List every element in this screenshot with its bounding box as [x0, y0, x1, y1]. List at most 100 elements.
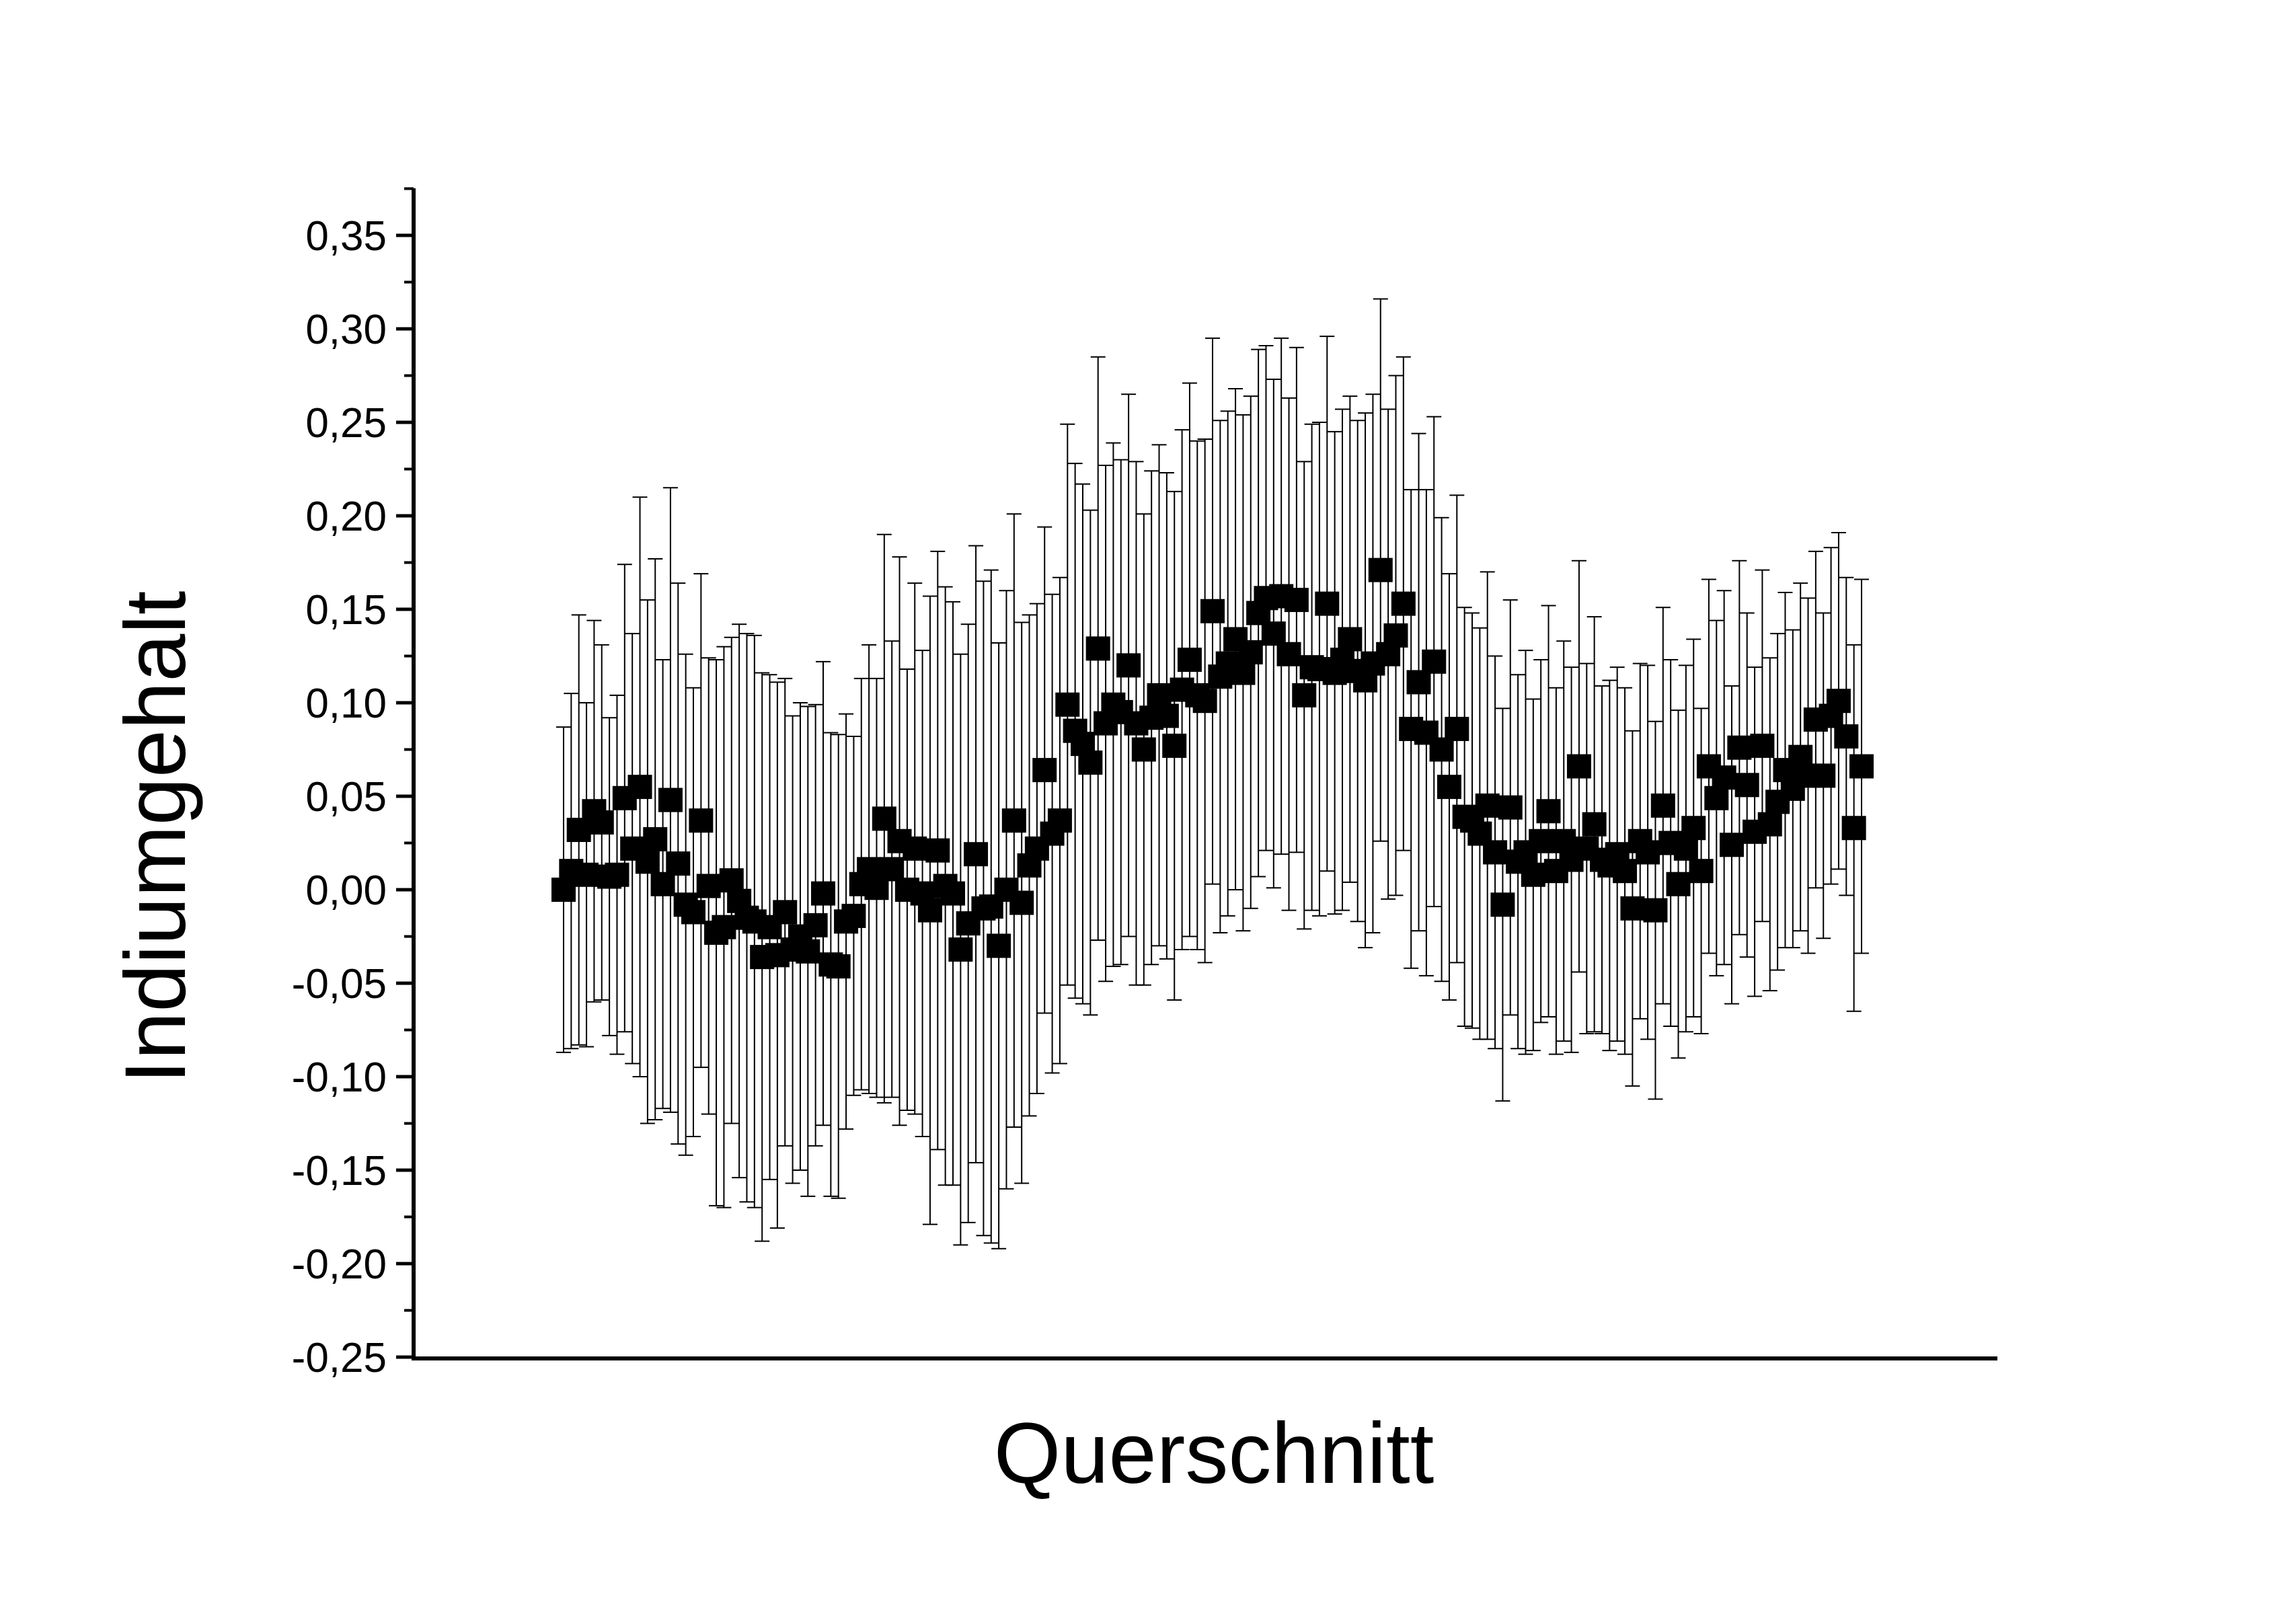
data-point: [1231, 660, 1256, 685]
data-point: [605, 862, 629, 887]
data-point: [650, 872, 675, 896]
data-point: [841, 903, 866, 928]
data-point: [1429, 737, 1454, 762]
data-point: [1712, 765, 1736, 790]
data-point: [1483, 840, 1508, 865]
data-point: [1276, 642, 1301, 666]
data-point: [712, 915, 736, 939]
data-point: [880, 857, 905, 882]
data-point: [1315, 591, 1340, 616]
y-axis-title: Indiumgehalt: [108, 591, 204, 1084]
data-point: [1368, 558, 1393, 582]
data-point: [1666, 872, 1691, 896]
data-point: [872, 806, 896, 831]
data-point: [917, 898, 942, 923]
data-point: [1613, 859, 1638, 884]
y-tick-label: -0,15: [292, 1148, 387, 1194]
data-point: [1177, 648, 1202, 672]
data-point: [574, 862, 599, 887]
data-point: [1582, 812, 1607, 837]
data-point: [1445, 716, 1469, 741]
data-point: [1826, 689, 1851, 714]
y-tick-label: 0,00: [305, 868, 387, 914]
data-point: [1811, 763, 1836, 788]
data-point: [1383, 623, 1408, 648]
data-point: [643, 827, 668, 851]
data-point: [1001, 808, 1026, 833]
y-tick-label: 0,15: [305, 587, 387, 633]
data-point: [1650, 793, 1675, 818]
data-point: [1529, 829, 1554, 853]
data-point: [1750, 733, 1775, 758]
data-point: [635, 849, 660, 874]
data-point: [964, 842, 989, 867]
data-point: [1338, 627, 1363, 652]
data-point: [1238, 640, 1263, 664]
data-point: [1116, 653, 1141, 678]
data-point: [1849, 754, 1874, 779]
data-point: [1437, 775, 1461, 800]
data-point: [1055, 692, 1080, 717]
y-tick-label: 0,35: [305, 213, 387, 260]
data-point: [1681, 816, 1706, 841]
data-point: [1292, 683, 1317, 707]
y-tick-label: -0,05: [292, 961, 387, 1007]
data-point: [1475, 793, 1500, 818]
y-tick-label: 0,05: [305, 774, 387, 820]
data-point: [1162, 733, 1187, 758]
data-point: [1131, 737, 1156, 762]
data-point: [1085, 636, 1110, 661]
data-point: [589, 810, 614, 835]
data-point: [1727, 735, 1752, 760]
data-point: [1643, 898, 1668, 923]
data-point: [1521, 862, 1545, 887]
data-point: [826, 954, 851, 978]
data-point: [1391, 591, 1416, 616]
data-point: [925, 838, 950, 863]
data-point: [1689, 859, 1714, 884]
y-ticks: -0,25 -0,20 -0,15 -0,10 -0,05 0,00 0,05 0,10 0,1…: [292, 187, 414, 1381]
y-tick-label: 0,10: [305, 681, 387, 727]
data-point: [1834, 724, 1859, 749]
data-point: [1841, 816, 1866, 841]
data-point: [1720, 833, 1744, 857]
y-tick-label: -0,25: [292, 1335, 387, 1381]
data-point: [1078, 750, 1103, 775]
data-points: [551, 558, 1874, 978]
data-point: [1620, 896, 1645, 921]
data-point: [627, 775, 652, 800]
data-point: [811, 881, 835, 906]
data-point: [903, 836, 927, 861]
data-point: [1284, 588, 1309, 613]
data-point: [1704, 785, 1729, 810]
data-point: [1009, 890, 1034, 915]
data-point: [1422, 649, 1447, 674]
data-point: [1261, 621, 1286, 646]
data-point: [987, 933, 1011, 958]
data-point: [796, 939, 820, 964]
data-point: [1490, 892, 1515, 917]
data-point: [941, 881, 965, 906]
data-point: [1566, 754, 1591, 779]
data-point: [1154, 703, 1179, 728]
data-point: [803, 913, 828, 937]
data-point: [1200, 599, 1225, 623]
data-point: [1047, 808, 1072, 833]
y-tick-label: 0,25: [305, 400, 387, 447]
data-point: [1673, 836, 1698, 861]
y-tick-label: 0,30: [305, 307, 387, 353]
data-point: [948, 937, 973, 962]
data-point: [1498, 795, 1523, 820]
data-point: [666, 851, 691, 876]
data-point: [1757, 812, 1782, 837]
data-point: [1536, 799, 1561, 824]
y-tick-label: -0,20: [292, 1241, 387, 1288]
data-point: [1636, 840, 1660, 865]
data-point: [1406, 670, 1431, 695]
data-point: [696, 874, 721, 898]
data-point: [689, 808, 714, 833]
y-tick-label: 0,20: [305, 494, 387, 540]
y-tick-label: -0,10: [292, 1054, 387, 1101]
data-point: [681, 900, 705, 925]
